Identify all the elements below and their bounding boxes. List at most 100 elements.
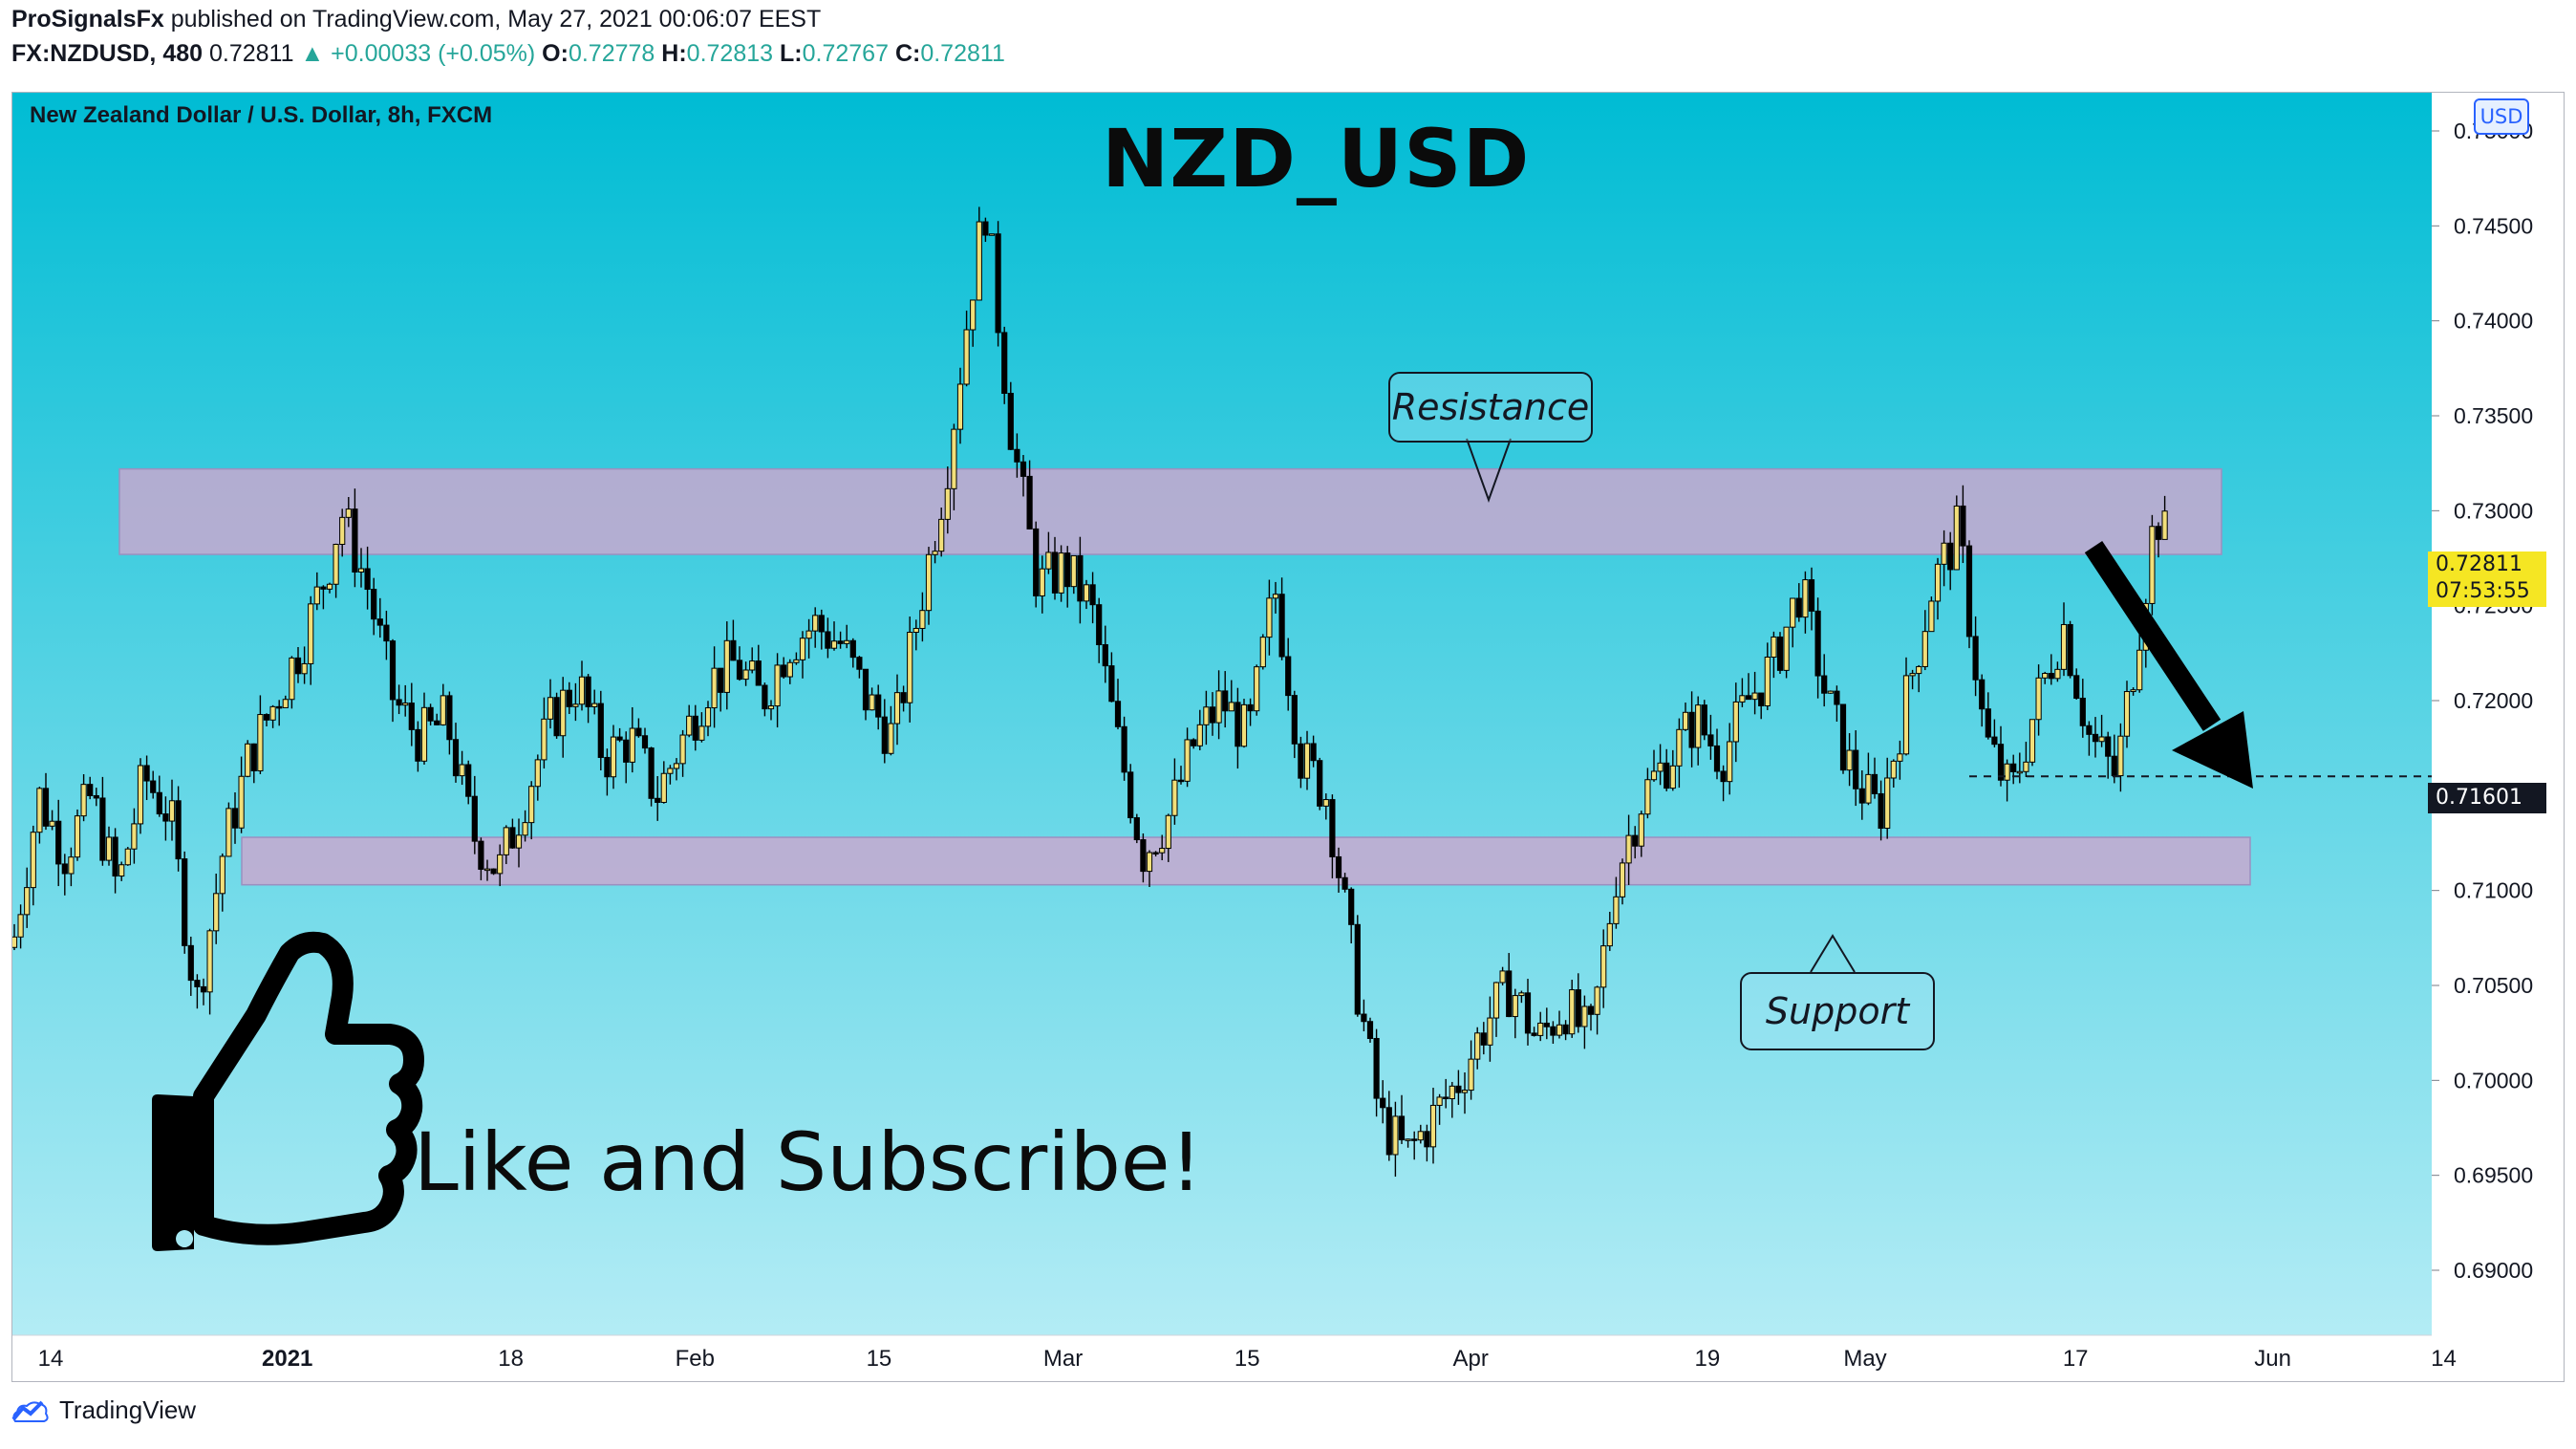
projection-arrow-head[interactable] <box>2172 711 2253 789</box>
candle-body <box>1638 813 1644 847</box>
chart-panel[interactable]: 0.750000.745000.740000.735000.730000.725… <box>11 92 2565 1382</box>
resistance-callout[interactable]: Resistance <box>1388 372 1593 443</box>
candle-body <box>24 887 31 916</box>
candle-body <box>99 797 106 861</box>
candle-body <box>1298 743 1304 779</box>
support-zone[interactable] <box>241 836 2251 886</box>
candle-body <box>1461 1090 1469 1093</box>
candle-body <box>1594 986 1600 1015</box>
resistance-zone[interactable] <box>118 467 2222 555</box>
candle-body <box>326 583 333 590</box>
candle-body <box>333 543 339 585</box>
candle-body <box>2111 755 2117 777</box>
support-pointer <box>1810 934 1856 973</box>
footer-brand[interactable]: TradingView <box>11 1395 196 1425</box>
candle-body <box>963 329 970 385</box>
candle-body <box>1531 1032 1537 1036</box>
price-tick-label: 0.74500 <box>2454 213 2533 238</box>
candle-body <box>692 715 698 741</box>
candle-body <box>925 553 933 612</box>
candle-body <box>528 786 535 824</box>
candle-body <box>1506 970 1513 1018</box>
time-tick-label: 17 <box>2063 1346 2089 1372</box>
candle-body <box>1342 876 1348 890</box>
candle-body <box>2092 733 2099 743</box>
candle-body <box>1184 739 1191 782</box>
time-tick-label: Apr <box>1452 1346 1488 1372</box>
candle-body <box>515 834 523 849</box>
candle-body <box>2060 623 2068 670</box>
candle-body <box>742 669 749 681</box>
candle-body <box>1543 1022 1550 1027</box>
publisher-name[interactable]: ProSignalsFx <box>11 6 164 32</box>
candle-body <box>131 823 138 850</box>
candle-body <box>1354 923 1361 1015</box>
candle-body <box>1972 636 1979 681</box>
candle-body <box>137 765 144 825</box>
candle-body <box>1114 701 1122 727</box>
candle-body <box>313 586 320 605</box>
candle-body <box>686 715 693 736</box>
candle-body <box>1247 703 1254 712</box>
candle-body <box>862 668 869 711</box>
candle-body <box>667 768 674 774</box>
time-axis[interactable]: 14 2021 18 Feb 15 Mar 15 Apr 19 May 17 Jun 14 <box>38 1346 2457 1372</box>
candle-body <box>825 631 831 649</box>
candle-body <box>1468 1058 1474 1092</box>
candle-body <box>951 428 957 489</box>
candle-body <box>1575 989 1581 1027</box>
price-tick-label: 0.70000 <box>2454 1068 2533 1092</box>
candle-body <box>1058 552 1064 594</box>
candle-body <box>704 707 712 727</box>
open-label: O: <box>542 40 569 67</box>
candle-body <box>755 660 762 686</box>
candle-body <box>1228 702 1234 712</box>
candle-body <box>1556 1024 1563 1036</box>
candle-body <box>1695 704 1702 748</box>
candle-body <box>1234 702 1241 747</box>
candles-group <box>12 206 2168 1178</box>
candle-body <box>434 720 440 725</box>
candle-body <box>1587 1006 1595 1015</box>
tradingview-brand[interactable]: TradingView <box>59 1395 197 1424</box>
support-callout[interactable]: Support <box>1740 972 1935 1050</box>
candle-body <box>1480 1032 1487 1046</box>
candle-body <box>1152 852 1159 854</box>
candle-body <box>856 657 863 670</box>
candle-body <box>478 840 484 870</box>
candle-body <box>1897 753 1903 762</box>
candle-body <box>1732 701 1739 743</box>
candle-body <box>1039 568 1045 596</box>
candle-body <box>446 695 453 741</box>
candle-body <box>1707 734 1714 746</box>
like-subscribe-text: Like and Subscribe! <box>414 1115 1203 1209</box>
candle-body <box>1064 552 1071 588</box>
price-tick-label: 0.73000 <box>2454 498 2533 523</box>
candle-body <box>1600 945 1607 988</box>
candle-body <box>1322 799 1329 807</box>
candle-body <box>206 930 213 993</box>
candle-body <box>1569 989 1576 1035</box>
candle-body <box>1871 773 1878 794</box>
currency-badge[interactable]: USD <box>2474 98 2529 135</box>
chart-canvas[interactable]: 0.750000.745000.740000.735000.730000.725… <box>12 93 2565 1382</box>
candle-body <box>1499 970 1506 984</box>
candle-body <box>1317 760 1323 807</box>
high-value: 0.72813 <box>686 40 774 67</box>
candle-body <box>1934 563 1942 602</box>
candle-body <box>1619 862 1626 898</box>
candle-body <box>2086 724 2093 735</box>
candle-body <box>1776 636 1784 671</box>
candle-body <box>749 660 756 671</box>
candle-body <box>105 836 113 861</box>
candle-body <box>250 743 257 771</box>
candle-body <box>1834 690 1840 705</box>
candle-body <box>1020 461 1027 477</box>
time-tick-label: 2021 <box>262 1346 312 1372</box>
candle-body <box>1171 779 1178 816</box>
time-tick-label: 14 <box>38 1346 64 1372</box>
candle-body <box>402 703 409 706</box>
candle-body <box>1474 1032 1481 1060</box>
price-tick-label: 0.70500 <box>2454 973 2533 998</box>
candle-body <box>541 718 547 761</box>
